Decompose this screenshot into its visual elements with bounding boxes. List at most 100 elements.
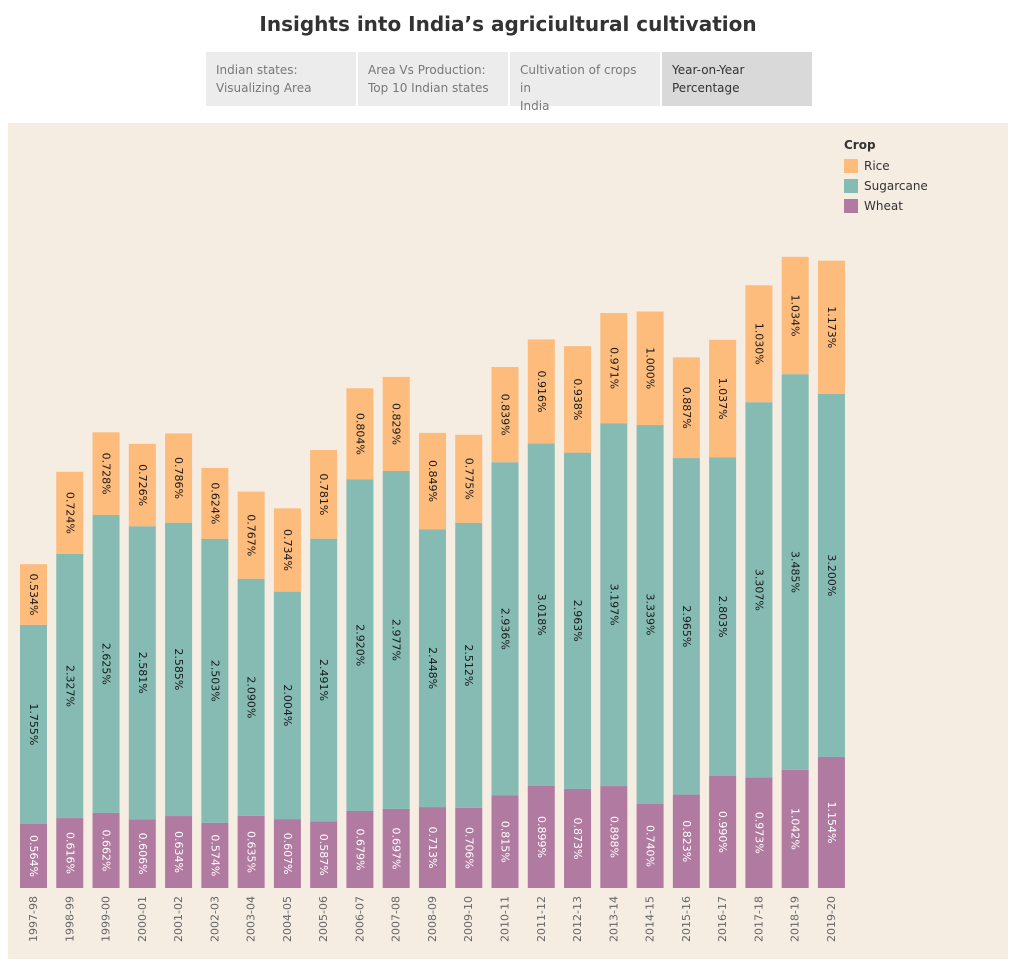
- tab-visualizing-area[interactable]: Indian states: Visualizing Area: [206, 52, 356, 106]
- data-label-wheat-2018-19: 1.042%: [789, 808, 802, 850]
- bar-sugarcane-2014-15[interactable]: [636, 425, 664, 805]
- bar-wheat-2009-10[interactable]: [455, 807, 483, 888]
- bar-wheat-2000-01[interactable]: [128, 819, 156, 888]
- bar-wheat-2001-02[interactable]: [165, 816, 193, 888]
- bar-rice-1998-99[interactable]: [56, 471, 84, 554]
- bar-wheat-2008-09[interactable]: [418, 807, 446, 888]
- tab-label-line1: Indian states:: [216, 63, 298, 77]
- data-label-sugarcane-2004-05: 2.004%: [281, 684, 294, 726]
- bar-rice-2003-04[interactable]: [237, 491, 265, 579]
- x-tick-label-1998-99: 1998-99: [63, 896, 76, 942]
- data-label-rice-2012-13: 0.938%: [571, 378, 584, 420]
- data-label-sugarcane-2015-16: 2.965%: [680, 605, 693, 647]
- bar-wheat-2017-18[interactable]: [745, 777, 773, 888]
- bar-wheat-2019-20[interactable]: [817, 757, 845, 888]
- data-label-sugarcane-1998-99: 2.327%: [63, 665, 76, 707]
- bar-rice-2014-15[interactable]: [636, 311, 664, 426]
- x-tick-label-2014-15: 2014-15: [644, 896, 657, 942]
- bar-rice-2006-07[interactable]: [346, 388, 374, 480]
- legend-item-rice[interactable]: Rice: [844, 156, 928, 176]
- bar-wheat-2014-15[interactable]: [636, 804, 664, 888]
- bar-rice-2016-17[interactable]: [709, 339, 737, 458]
- bar-wheat-2007-08[interactable]: [382, 808, 410, 888]
- data-label-rice-2002-03: 0.624%: [208, 482, 221, 524]
- data-label-wheat-2005-06: 0.587%: [317, 834, 330, 876]
- bar-sugarcane-2007-08[interactable]: [382, 471, 410, 809]
- bar-sugarcane-2017-18[interactable]: [745, 402, 773, 778]
- bar-sugarcane-2002-03[interactable]: [201, 538, 229, 823]
- bar-wheat-2012-13[interactable]: [564, 788, 592, 888]
- bar-rice-2010-11[interactable]: [491, 367, 519, 463]
- bar-sugarcane-2015-16[interactable]: [672, 458, 700, 795]
- data-label-wheat-2015-16: 0.823%: [680, 820, 693, 862]
- bar-wheat-2003-04[interactable]: [237, 815, 265, 888]
- bar-rice-1999-00[interactable]: [92, 432, 120, 515]
- bar-rice-2008-09[interactable]: [418, 432, 446, 530]
- bar-sugarcane-2008-09[interactable]: [418, 529, 446, 808]
- bar-rice-2000-01[interactable]: [128, 443, 156, 527]
- bar-wheat-2010-11[interactable]: [491, 795, 519, 888]
- x-tick-label-2009-10: 2009-10: [462, 896, 475, 942]
- bar-wheat-1999-00[interactable]: [92, 812, 120, 888]
- bar-sugarcane-2004-05[interactable]: [273, 591, 301, 820]
- bar-sugarcane-1999-00[interactable]: [92, 514, 120, 813]
- bar-rice-2019-20[interactable]: [817, 260, 845, 394]
- bar-sugarcane-2009-10[interactable]: [455, 522, 483, 808]
- data-label-wheat-2019-20: 1.154%: [825, 802, 838, 844]
- bar-sugarcane-2018-19[interactable]: [781, 374, 809, 770]
- data-label-rice-2001-02: 0.786%: [172, 457, 185, 499]
- bar-rice-2015-16[interactable]: [672, 357, 700, 459]
- tab-cultivation-of-crops[interactable]: Cultivation of crops in India: [510, 52, 660, 113]
- legend-item-sugarcane[interactable]: Sugarcane: [844, 176, 928, 196]
- bar-sugarcane-2003-04[interactable]: [237, 578, 265, 816]
- bar-wheat-2006-07[interactable]: [346, 810, 374, 888]
- data-label-wheat-2006-07: 0.679%: [353, 828, 366, 870]
- bar-sugarcane-2001-02[interactable]: [165, 522, 193, 817]
- bar-rice-2013-14[interactable]: [600, 313, 628, 424]
- bar-wheat-2002-03[interactable]: [201, 822, 229, 888]
- tab-area-vs-production[interactable]: Area Vs Production: Top 10 Indian states: [358, 52, 508, 106]
- bar-sugarcane-2019-20[interactable]: [817, 393, 845, 758]
- data-label-sugarcane-2006-07: 2.920%: [353, 624, 366, 666]
- bar-rice-1997-98[interactable]: [20, 564, 47, 625]
- bar-sugarcane-2016-17[interactable]: [709, 457, 737, 776]
- bar-sugarcane-2010-11[interactable]: [491, 462, 519, 796]
- bar-sugarcane-2005-06[interactable]: [310, 538, 338, 822]
- bar-sugarcane-2012-13[interactable]: [564, 452, 592, 789]
- tab-year-on-year-percentage[interactable]: Year-on-Year Percentage: [662, 52, 812, 106]
- bar-wheat-2011-12[interactable]: [527, 785, 555, 888]
- bar-wheat-2013-14[interactable]: [600, 786, 628, 888]
- legend-item-wheat[interactable]: Wheat: [844, 196, 928, 216]
- bar-rice-2001-02[interactable]: [165, 433, 193, 523]
- bar-rice-2012-13[interactable]: [564, 346, 592, 453]
- bar-wheat-2018-19[interactable]: [781, 769, 809, 888]
- bar-rice-2017-18[interactable]: [745, 285, 773, 403]
- bar-sugarcane-1997-98[interactable]: [20, 624, 47, 824]
- bar-rice-2009-10[interactable]: [455, 434, 483, 523]
- bar-wheat-2004-05[interactable]: [273, 819, 301, 888]
- bar-rice-2002-03[interactable]: [201, 467, 229, 539]
- data-label-rice-2013-14: 0.971%: [607, 347, 620, 389]
- bar-wheat-2015-16[interactable]: [672, 794, 700, 888]
- data-label-rice-2006-07: 0.804%: [353, 413, 366, 455]
- bar-rice-2018-19[interactable]: [781, 256, 809, 375]
- bar-wheat-2005-06[interactable]: [310, 821, 338, 888]
- bar-rice-2004-05[interactable]: [273, 508, 301, 592]
- bar-sugarcane-2006-07[interactable]: [346, 479, 374, 811]
- data-label-sugarcane-2013-14: 3.197%: [607, 584, 620, 626]
- bar-sugarcane-2011-12[interactable]: [527, 443, 555, 786]
- bar-sugarcane-2013-14[interactable]: [600, 423, 628, 787]
- bar-wheat-1998-99[interactable]: [56, 818, 84, 888]
- bar-rice-2005-06[interactable]: [310, 450, 338, 539]
- bar-sugarcane-1998-99[interactable]: [56, 553, 84, 819]
- data-label-rice-2019-20: 1.173%: [825, 306, 838, 348]
- bar-sugarcane-2000-01[interactable]: [128, 526, 156, 820]
- data-label-sugarcane-2007-08: 2.977%: [390, 619, 403, 661]
- bar-wheat-2016-17[interactable]: [709, 775, 737, 888]
- data-label-wheat-2004-05: 0.607%: [281, 833, 294, 875]
- data-label-wheat-2007-08: 0.697%: [390, 827, 403, 869]
- data-label-wheat-2012-13: 0.873%: [571, 817, 584, 859]
- bar-wheat-1997-98[interactable]: [20, 823, 47, 888]
- bar-rice-2011-12[interactable]: [527, 339, 555, 444]
- bar-rice-2007-08[interactable]: [382, 376, 410, 472]
